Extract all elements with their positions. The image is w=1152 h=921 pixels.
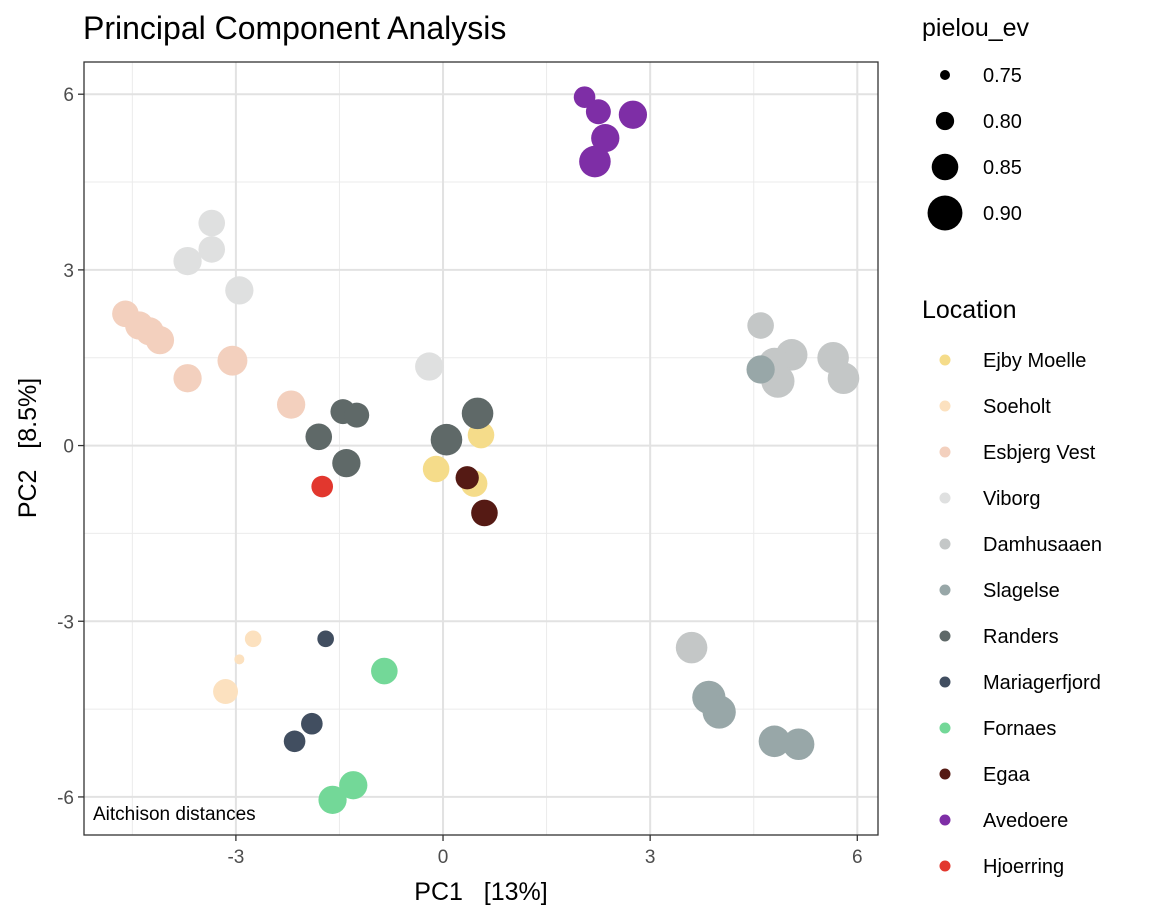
- data-point: [198, 209, 226, 237]
- location-legend-label: Ejby Moelle: [983, 350, 1086, 372]
- data-point: [339, 771, 368, 800]
- data-point: [747, 312, 774, 339]
- data-point: [591, 123, 620, 153]
- data-point: [234, 654, 245, 665]
- location-legend-key: [939, 354, 951, 366]
- data-point: [173, 364, 202, 393]
- data-point: [455, 466, 479, 490]
- location-legend-key: [939, 814, 951, 826]
- annotation-aitchison: Aitchison distances: [93, 804, 256, 825]
- data-point: [461, 397, 494, 430]
- location-legend-key: [939, 492, 951, 504]
- location-legend-label: Egaa: [983, 764, 1031, 786]
- y-axis-ticks: 6 3 0 -3 -6: [57, 85, 84, 809]
- plot-background: [84, 62, 878, 835]
- y-tick-label: 3: [63, 261, 74, 282]
- size-legend-key: [931, 153, 959, 181]
- data-point: [471, 499, 498, 527]
- data-point: [827, 362, 860, 395]
- grid: [84, 62, 878, 835]
- data-point: [301, 712, 323, 735]
- x-tick-label: -3: [227, 847, 244, 868]
- location-legend-label: Randers: [983, 626, 1059, 648]
- size-legend-key: [940, 70, 950, 80]
- location-legend-title: Location: [922, 296, 1017, 324]
- y-tick-label: 0: [63, 437, 74, 458]
- size-legend-label: 0.85: [983, 157, 1022, 179]
- location-legend-label: Esbjerg Vest: [983, 442, 1096, 464]
- location-legend-label: Avedoere: [983, 810, 1068, 832]
- location-legend-key: [939, 584, 951, 596]
- data-point: [311, 475, 334, 498]
- data-point: [318, 785, 347, 814]
- data-point: [579, 145, 611, 178]
- data-point: [746, 355, 775, 384]
- size-legend-label: 0.90: [983, 203, 1022, 225]
- data-point: [430, 423, 463, 456]
- data-point: [675, 631, 708, 664]
- size-legend: pielou_ev 0.75 0.80 0.85 0.90: [922, 14, 1030, 231]
- location-legend-key: [939, 722, 951, 734]
- data-point: [217, 345, 248, 376]
- data-point: [332, 449, 361, 478]
- data-point: [283, 730, 306, 753]
- x-tick-label: 0: [438, 847, 449, 868]
- data-point: [305, 423, 333, 451]
- data-point: [618, 100, 648, 129]
- x-tick-label: 3: [645, 847, 656, 868]
- data-point: [173, 246, 202, 276]
- location-legend-key: [939, 400, 951, 412]
- plot-panel-border: [83, 61, 879, 836]
- data-point: [225, 276, 254, 305]
- chart-title: Principal Component Analysis: [83, 10, 506, 46]
- size-legend-label: 0.75: [983, 65, 1022, 87]
- location-legend-key: [939, 860, 951, 872]
- y-tick-label: -6: [57, 788, 74, 809]
- location-legend-label: Hjoerring: [983, 856, 1064, 878]
- y-axis-title: PC2 [8.5%]: [14, 378, 42, 518]
- data-point: [573, 86, 596, 108]
- data-point: [213, 679, 239, 704]
- y-tick-label: -3: [57, 612, 74, 633]
- data-point: [371, 657, 398, 685]
- location-legend-label: Viborg: [983, 488, 1040, 510]
- data-point: [145, 326, 175, 355]
- location-legend-key: [939, 676, 951, 688]
- location-legend-key: [939, 446, 951, 458]
- size-legend-key: [927, 195, 963, 231]
- data-point: [415, 352, 444, 381]
- location-legend-label: Soeholt: [983, 396, 1051, 418]
- y-tick-label: 6: [63, 85, 74, 106]
- data-point: [758, 725, 791, 758]
- location-legend-key: [939, 630, 951, 642]
- location-legend-label: Slagelse: [983, 580, 1060, 602]
- x-axis-ticks: -3 0 3 6: [227, 835, 863, 868]
- location-legend: Location Ejby Moelle Soeholt Esbjerg Vest V…: [922, 296, 1102, 878]
- location-legend-key: [939, 538, 951, 550]
- location-legend-key: [939, 768, 951, 780]
- x-tick-label: 6: [852, 847, 863, 868]
- x-axis-title: PC1 [13%]: [414, 878, 547, 906]
- size-legend-key: [935, 111, 955, 131]
- location-legend-label: Fornaes: [983, 718, 1056, 740]
- data-point: [422, 455, 450, 483]
- data-point: [244, 630, 262, 648]
- location-legend-label: Mariagerfjord: [983, 672, 1101, 694]
- data-point: [344, 402, 370, 428]
- data-points: [112, 86, 860, 814]
- size-legend-title: pielou_ev: [922, 14, 1030, 42]
- data-point: [198, 236, 226, 263]
- location-legend-label: Damhusaaen: [983, 534, 1102, 556]
- data-point: [317, 630, 334, 648]
- size-legend-label: 0.80: [983, 111, 1022, 133]
- data-point: [277, 390, 306, 419]
- data-point: [782, 728, 815, 761]
- data-point: [702, 695, 736, 729]
- data-point: [585, 99, 611, 125]
